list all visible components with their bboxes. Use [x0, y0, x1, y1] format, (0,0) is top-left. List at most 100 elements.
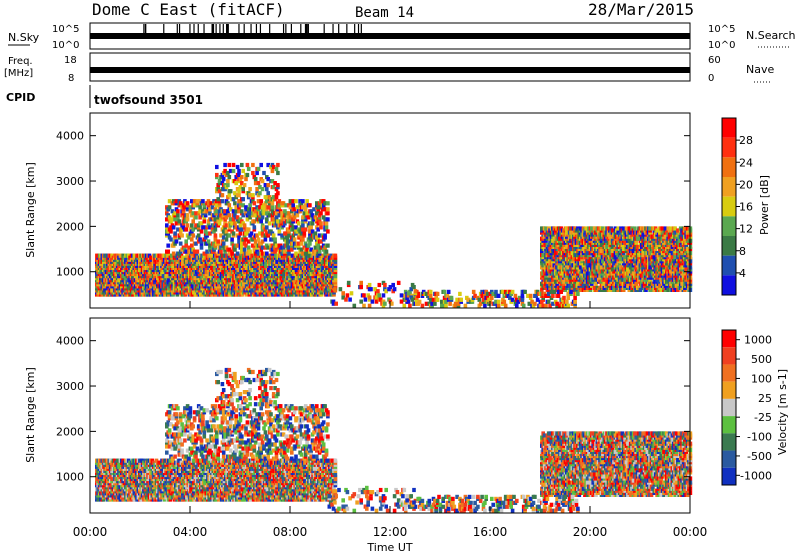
echo-cell	[271, 185, 276, 190]
echo-cell	[562, 279, 566, 284]
echo-cell	[292, 207, 297, 212]
echo-cell	[305, 247, 309, 252]
echo-cell	[259, 241, 263, 246]
echo-cell	[228, 217, 233, 222]
echo-cell	[246, 227, 251, 232]
echo-cell	[288, 215, 293, 220]
echo-cell	[574, 230, 579, 235]
echo-cell	[237, 235, 241, 240]
echo-cell	[248, 193, 252, 198]
echo-cell	[280, 211, 284, 216]
echo-cell	[255, 170, 259, 176]
echo-cell	[198, 215, 202, 220]
echo-cell	[299, 247, 304, 252]
echo-cell	[248, 203, 252, 208]
echo-cell	[324, 225, 329, 230]
echo-cell	[578, 265, 583, 270]
echo-cell	[326, 243, 330, 248]
echo-cell	[240, 249, 244, 254]
echo-cell	[205, 231, 209, 236]
echo-cell	[185, 223, 190, 228]
echo-cell	[220, 199, 225, 204]
echo-cell	[308, 229, 312, 234]
echo-cell	[249, 231, 254, 236]
echo-cell	[271, 164, 276, 170]
echo-cell	[316, 205, 320, 210]
echo-cell	[276, 183, 280, 188]
echo-cell	[302, 231, 307, 236]
echo-cell	[326, 229, 330, 234]
echo-cell	[237, 189, 241, 194]
echo-cell	[274, 215, 279, 220]
echo-cell	[266, 191, 270, 196]
echo-cell	[219, 175, 223, 180]
echo-cell	[295, 213, 300, 218]
echo-cell	[270, 168, 275, 174]
echo-cell	[244, 237, 248, 242]
echo-cell	[301, 227, 305, 232]
echo-cell	[202, 203, 207, 208]
echo-cell	[233, 221, 237, 226]
echo-cell	[180, 233, 184, 238]
echo-cell	[266, 177, 270, 182]
echo-cell	[206, 239, 211, 244]
echo-cell	[188, 205, 193, 210]
echo-cell	[326, 211, 330, 216]
echo-cell	[301, 215, 305, 220]
echo-cell	[255, 233, 259, 238]
echo-cell	[191, 219, 195, 224]
echo-cell	[199, 245, 204, 250]
echo-cell	[308, 241, 312, 246]
echo-cell	[305, 199, 309, 204]
echo-cell	[240, 209, 244, 214]
echo-cell	[285, 237, 290, 242]
echo-cell	[178, 241, 183, 246]
echo-cell	[188, 209, 193, 214]
echo-cell	[241, 213, 245, 218]
echo-cell	[301, 205, 305, 210]
echo-cell	[287, 233, 291, 238]
echo-cell	[191, 233, 195, 238]
echo-cell	[240, 162, 244, 168]
echo-cell	[317, 249, 322, 254]
echo-cell	[308, 203, 312, 208]
echo-cell	[228, 207, 233, 212]
echo-cell	[194, 211, 198, 216]
echo-cell	[310, 221, 315, 226]
echo-cell	[190, 199, 194, 204]
echo-cell	[201, 213, 205, 218]
echo-cell	[546, 232, 551, 237]
echo-cell	[252, 219, 257, 224]
echo-cell	[285, 241, 290, 246]
echo-cell	[210, 205, 215, 210]
echo-cell	[170, 217, 175, 222]
echo-cell	[208, 225, 212, 230]
echo-cell	[265, 225, 269, 230]
echo-cell	[248, 211, 252, 216]
echo-cell	[235, 164, 240, 170]
echo-cell	[573, 234, 577, 239]
echo-cell	[178, 201, 183, 206]
echo-cell	[599, 251, 604, 256]
freq-tick-bottom: 8	[68, 73, 74, 84]
echo-cell	[246, 207, 251, 212]
echo-cell	[176, 209, 180, 214]
echo-cell	[262, 211, 266, 216]
echo-cell	[262, 170, 266, 176]
echo-cell	[191, 227, 195, 232]
echo-cell	[260, 187, 265, 192]
echo-cell	[199, 241, 204, 246]
echo-cell	[245, 231, 250, 236]
freq-trace	[90, 67, 690, 73]
echo-cell	[283, 249, 287, 254]
echo-cell	[323, 233, 327, 238]
echo-cell	[199, 239, 204, 244]
echo-cell	[313, 231, 318, 236]
echo-cell	[256, 181, 261, 186]
echo-cell	[274, 243, 279, 248]
echo-cell	[215, 164, 219, 170]
echo-cell	[227, 193, 232, 198]
echo-cell	[201, 199, 205, 204]
echo-cell	[310, 213, 315, 218]
